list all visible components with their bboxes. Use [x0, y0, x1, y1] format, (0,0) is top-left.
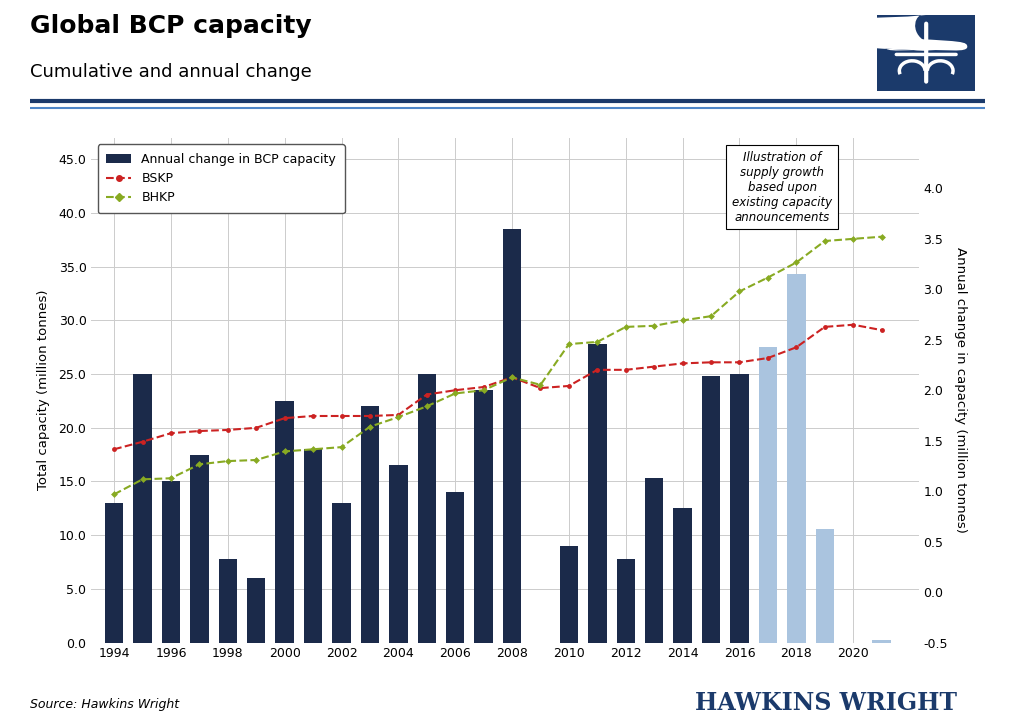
Bar [673, 508, 692, 643]
Bar [559, 546, 579, 643]
FancyBboxPatch shape [877, 15, 975, 91]
PathPatch shape [926, 41, 967, 51]
Bar [303, 449, 323, 643]
Bar [502, 229, 522, 643]
Bar [843, 643, 863, 680]
Bar [218, 559, 238, 643]
Bar [105, 503, 124, 643]
Y-axis label: Total capacity (million tonnes): Total capacity (million tonnes) [38, 290, 51, 491]
Text: HAWKINS WRIGHT: HAWKINS WRIGHT [695, 691, 957, 715]
Bar [417, 374, 436, 643]
Bar [616, 559, 635, 643]
Bar [701, 376, 721, 643]
Bar [474, 391, 493, 643]
Bar [133, 374, 152, 643]
Text: Source: Hawkins Wright: Source: Hawkins Wright [30, 698, 180, 711]
Bar [730, 374, 749, 643]
PathPatch shape [916, 15, 937, 41]
Bar [247, 578, 266, 643]
Bar [787, 274, 806, 643]
Bar [389, 465, 408, 643]
Text: Illustration of
supply growth
based upon
existing capacity
announcements: Illustration of supply growth based upon… [732, 150, 832, 224]
Bar [815, 529, 834, 643]
Bar [446, 492, 465, 643]
Bar [531, 643, 550, 696]
Text: Global BCP capacity: Global BCP capacity [30, 14, 312, 38]
Bar [332, 503, 351, 643]
Text: Cumulative and annual change: Cumulative and annual change [30, 63, 313, 81]
Legend: Annual change in BCP capacity, BSKP, BHKP: Annual change in BCP capacity, BSKP, BHK… [97, 144, 345, 213]
Bar [872, 640, 891, 643]
Bar [588, 344, 607, 643]
PathPatch shape [885, 41, 926, 51]
Bar [190, 454, 209, 643]
Bar [360, 407, 380, 643]
Bar [161, 481, 181, 643]
Bar [758, 347, 777, 643]
Bar [275, 401, 294, 643]
Y-axis label: Annual change in capacity (million tonnes): Annual change in capacity (million tonne… [954, 248, 967, 533]
Bar [645, 478, 664, 643]
